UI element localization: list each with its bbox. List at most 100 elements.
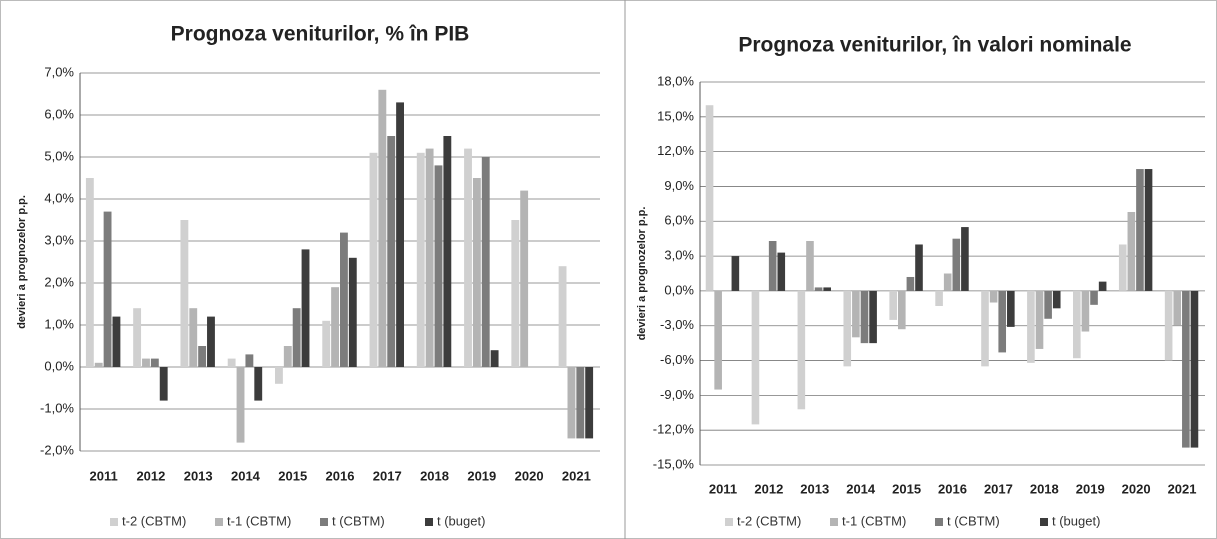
legend-swatch [725,518,733,526]
y-tick-label: 0,0% [44,358,74,373]
bar [490,350,499,367]
bar [585,367,594,439]
y-tick-label: 3,0% [664,248,694,263]
bar [292,308,301,367]
bar [558,266,567,367]
bar [1007,290,1015,327]
x-tick-label: 2012 [136,468,165,483]
x-tick-label: 2020 [1122,481,1151,496]
chart-title: Prognoza veniturilor, % în PIB [171,23,470,46]
x-tick-label: 2018 [420,468,449,483]
x-tick-label: 2012 [754,481,783,496]
bar [1035,290,1044,349]
bar [94,362,103,367]
bar [322,320,331,367]
legend-swatch [215,518,223,526]
x-tick-label: 2011 [709,481,737,496]
legend-swatch [1040,518,1048,526]
y-tick-label: 2,0% [44,274,74,289]
x-tick-label: 2013 [184,468,213,483]
bar [576,367,585,439]
bar [1190,290,1199,448]
x-tick-label: 2016 [326,468,355,483]
bar [797,290,806,410]
bar [443,136,452,367]
chart-title: Prognoza veniturilor, în valori nominale [738,34,1131,57]
x-tick-label: 2018 [1030,481,1059,496]
bar [952,238,961,291]
legend-label: t-1 (CBTM) [227,513,291,528]
bar [852,290,860,338]
bar [348,257,357,367]
y-tick-label: 9,0% [664,178,694,193]
bar [777,252,786,291]
bar [823,287,831,291]
y-tick-label: 6,0% [44,106,74,121]
bar [943,273,952,291]
bar [1182,290,1190,448]
bar [869,290,877,344]
bar [103,211,112,367]
bar [189,308,198,367]
bar [1052,290,1061,309]
bar [1144,169,1153,291]
y-tick-label: -1,0% [40,400,74,415]
y-tick-label: -15,0% [653,456,695,471]
x-tick-label: 2020 [515,468,544,483]
bar [180,220,189,367]
legend-label: t-2 (CBTM) [737,513,801,528]
y-axis-label: devieri a prognozelor p.p. [16,195,28,329]
bar [989,290,998,303]
bar [387,136,396,367]
bar [998,290,1007,353]
bar [1164,290,1173,361]
bar [340,232,348,367]
bar [331,287,339,367]
x-tick-label: 2021 [1168,481,1197,496]
y-tick-label: 5,0% [44,148,74,163]
bar [1098,281,1107,291]
bar [283,346,292,367]
bar [814,287,823,291]
y-tick-label: -12,0% [653,422,695,437]
bar [567,367,576,439]
bar [1073,290,1081,359]
bar [731,256,740,291]
x-tick-label: 2014 [231,468,261,483]
y-tick-label: 3,0% [44,232,74,247]
legend-label: t (CBTM) [332,513,385,528]
x-tick-label: 2015 [892,481,921,496]
bar [935,290,943,306]
bar [915,244,923,291]
x-tick-label: 2011 [90,468,118,483]
bar [464,148,472,367]
x-tick-label: 2017 [984,481,1013,496]
bar [275,367,283,384]
bar [481,157,490,367]
x-tick-label: 2017 [373,468,402,483]
bar [254,367,263,401]
bar [236,367,245,443]
bar [133,308,142,367]
bar [520,190,529,367]
bar [301,249,310,367]
bar [396,102,404,368]
bar [1027,290,1035,363]
y-tick-label: 12,0% [657,143,694,158]
bar [806,241,814,291]
bar [1127,211,1136,291]
bar [906,276,915,291]
y-tick-label: 7,0% [44,64,74,79]
bar [511,220,520,367]
bar [705,105,714,291]
bar [434,165,443,367]
bar [961,227,969,291]
y-tick-label: -3,0% [660,317,694,332]
y-axis-label: devieri a prognozelor p.p. [636,207,648,341]
bar [981,290,989,367]
bar [142,358,150,367]
y-tick-label: 0,0% [664,282,694,297]
x-tick-label: 2015 [278,468,307,483]
legend-swatch [935,518,943,526]
